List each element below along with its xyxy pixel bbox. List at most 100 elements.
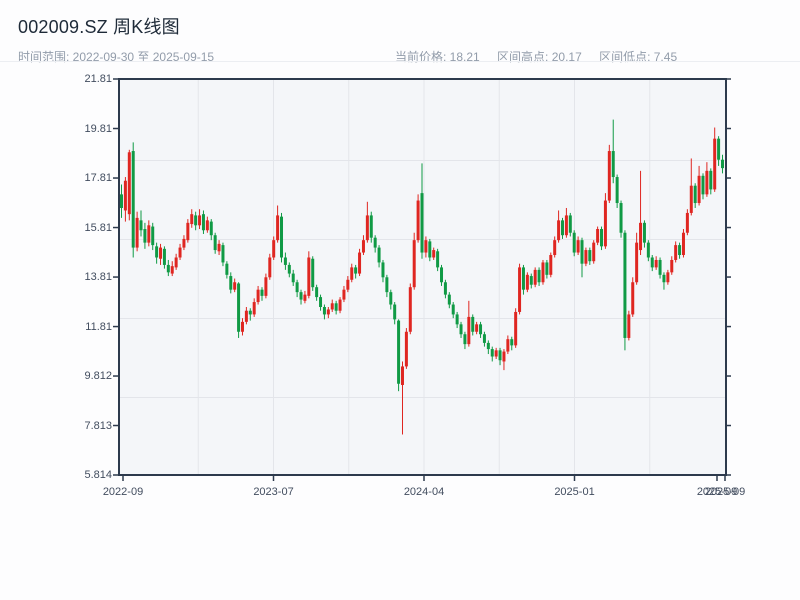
candle-body	[283, 257, 287, 265]
candle-body	[190, 214, 194, 225]
x-axis-label: 2025-09	[696, 486, 738, 498]
candle-body	[186, 222, 190, 241]
candle-body	[607, 151, 611, 201]
candle-body	[596, 229, 600, 243]
candle-body	[576, 240, 580, 253]
candle-body	[447, 294, 451, 305]
candle-body	[490, 349, 494, 357]
candle-body	[170, 266, 174, 274]
y-axis-label: 9.812	[84, 370, 112, 383]
range-low-stat: 区间低点: 7.45	[599, 50, 678, 64]
candle-body	[674, 245, 678, 260]
candle-body	[147, 225, 151, 243]
candle-body	[240, 321, 244, 332]
date-range-text: 时间范围: 2022-09-30 至 2025-09-15	[18, 50, 215, 64]
candle-body	[205, 220, 209, 231]
candle-body	[697, 175, 701, 204]
candle-body	[377, 247, 381, 263]
candle-body	[299, 292, 303, 300]
candle-body	[143, 229, 147, 243]
candle-body	[178, 247, 182, 258]
candle-body	[291, 273, 295, 283]
candle-body	[498, 350, 502, 361]
candle-body	[646, 242, 650, 258]
candle-body	[701, 175, 705, 195]
candle-body	[428, 241, 432, 258]
candle-body	[131, 151, 135, 248]
candle-body	[268, 257, 272, 278]
candle-body	[529, 276, 533, 285]
candle-body	[627, 314, 631, 338]
x-axis-label: 2024-04	[403, 486, 445, 498]
candle-body	[361, 240, 365, 253]
candle-body	[159, 247, 163, 259]
y-axis-label: 19.81	[84, 122, 112, 135]
candle-body	[260, 289, 264, 296]
candle-body	[713, 138, 717, 190]
candle-body	[256, 289, 260, 303]
candle-body	[350, 267, 354, 280]
page-title: 002009.SZ 周K线图	[18, 17, 180, 37]
candle-body	[272, 240, 276, 258]
candle-body	[525, 274, 529, 290]
candle-body	[666, 272, 670, 283]
candle-body	[479, 324, 483, 335]
candle-body	[400, 366, 404, 385]
candle-body	[326, 309, 330, 315]
candle-body	[564, 215, 568, 236]
candle-body	[334, 303, 338, 311]
candle-body	[330, 303, 334, 310]
candle-body	[311, 258, 315, 288]
candle-body	[307, 257, 311, 296]
y-axis-label: 7.813	[84, 419, 112, 432]
candle-body	[572, 232, 576, 253]
candle-body	[494, 350, 498, 357]
candle-body	[381, 262, 385, 278]
candle-body	[475, 324, 479, 332]
candle-body	[658, 259, 662, 275]
candle-body	[127, 152, 131, 215]
candle-body	[689, 185, 693, 213]
candle-body	[639, 222, 643, 251]
candle-body	[467, 316, 471, 345]
candle-body	[198, 215, 202, 226]
candle-body	[139, 220, 143, 231]
candle-body	[709, 170, 713, 190]
x-axis-label: 2025-09	[704, 486, 746, 498]
candle-body	[404, 331, 408, 367]
x-axis-label: 2023-07	[253, 486, 294, 498]
candle-body	[369, 215, 373, 238]
candle-body	[424, 240, 428, 253]
candle-body	[615, 177, 619, 204]
candle-body	[545, 262, 549, 275]
x-axis-label: 2025-01	[554, 486, 595, 498]
candle-body	[600, 229, 604, 247]
candle-body	[182, 238, 186, 248]
candle-body	[584, 250, 588, 264]
candle-body	[120, 194, 123, 208]
candle-body	[635, 242, 639, 283]
candle-body	[654, 259, 658, 268]
candle-body	[533, 269, 537, 285]
candle-body	[557, 220, 561, 241]
candle-body	[342, 289, 346, 300]
candle-body	[506, 339, 510, 352]
range-high-stat: 区间高点: 20.17	[497, 50, 582, 64]
candle-body	[568, 215, 572, 233]
candle-body	[592, 242, 596, 262]
candle-body	[315, 287, 319, 298]
candle-body	[338, 299, 342, 311]
candle-body	[233, 282, 237, 290]
candle-body	[389, 292, 393, 305]
candle-body	[412, 240, 416, 288]
candle-body	[436, 251, 440, 268]
candle-body	[521, 267, 525, 290]
candle-body	[502, 351, 506, 362]
plot-background	[119, 79, 726, 475]
candle-body	[319, 297, 323, 308]
candle-body	[358, 252, 362, 274]
candle-body	[440, 267, 444, 283]
candle-body	[486, 342, 490, 350]
